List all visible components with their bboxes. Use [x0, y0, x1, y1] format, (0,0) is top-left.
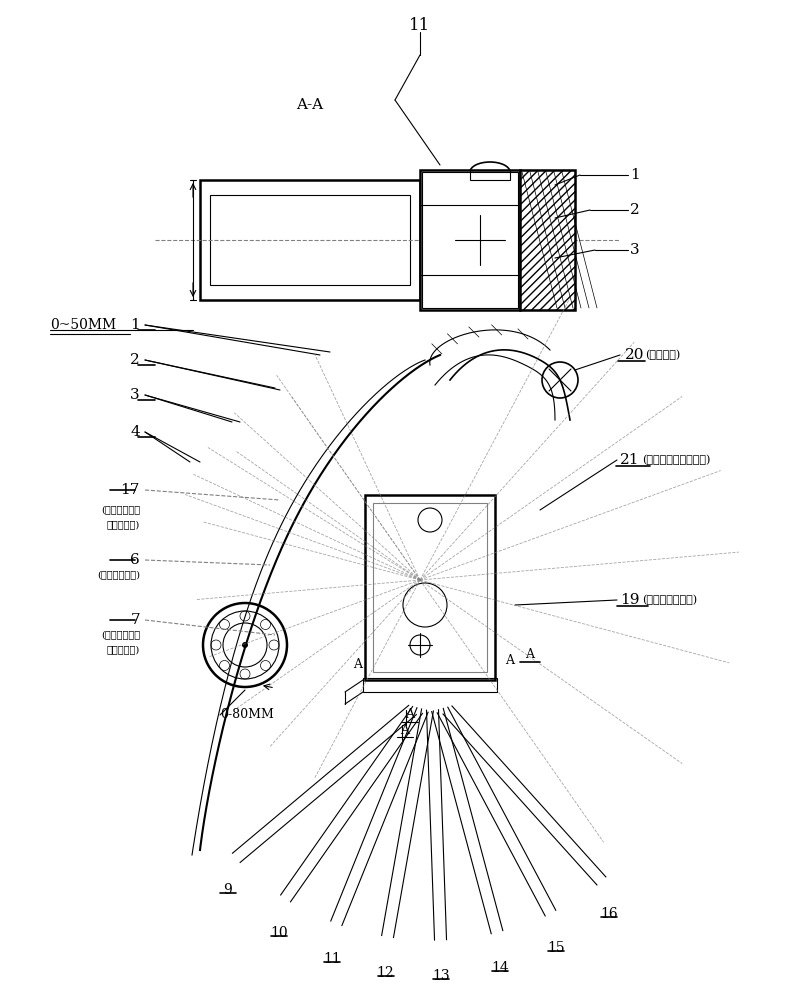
Bar	[520, 170, 575, 310]
Text: (刀刃交合开口处轴线): (刀刃交合开口处轴线)	[642, 455, 710, 465]
Text: 0-80MM: 0-80MM	[220, 708, 274, 722]
Text: (通用鋼切刀座: (通用鋼切刀座	[101, 506, 140, 514]
Text: A: A	[506, 654, 515, 666]
Text: 7: 7	[130, 613, 140, 627]
Text: A: A	[354, 658, 362, 672]
Text: A: A	[526, 648, 535, 662]
Bar	[200, 180, 420, 300]
Bar	[210, 195, 410, 285]
Text: 10: 10	[270, 926, 288, 940]
Text: (平行轴线): (平行轴线)	[645, 350, 680, 360]
Text: 1: 1	[130, 318, 140, 332]
Text: 13: 13	[432, 969, 450, 983]
Text: 20: 20	[625, 348, 645, 362]
Text: 14: 14	[491, 961, 509, 975]
Text: 2: 2	[630, 203, 640, 217]
Text: A: A	[405, 708, 414, 722]
Bar	[365, 495, 495, 680]
Text: 1: 1	[630, 168, 640, 182]
Text: A: A	[400, 724, 409, 736]
Text: 9: 9	[223, 883, 232, 897]
Text: (回位弹簧柱座: (回位弹簧柱座	[101, 631, 140, 640]
Text: 3: 3	[630, 243, 640, 257]
Bar	[420, 170, 520, 310]
Bar	[373, 503, 487, 672]
Text: (回位弹簧轴线): (回位弹簧轴线)	[97, 570, 140, 580]
Text: (刀刃交合开口处): (刀刃交合开口处)	[642, 595, 697, 605]
Text: 轴孔中轴线): 轴孔中轴线)	[107, 520, 140, 530]
Text: 12: 12	[377, 966, 394, 980]
Text: 3: 3	[130, 388, 140, 402]
Text: 6: 6	[130, 553, 140, 567]
Bar	[363, 678, 497, 692]
Text: 0~50MM: 0~50MM	[50, 318, 116, 332]
Text: 17: 17	[121, 483, 140, 497]
Text: 11: 11	[409, 16, 430, 33]
Circle shape	[475, 235, 485, 245]
Text: 11: 11	[323, 952, 341, 966]
Text: 19: 19	[620, 593, 639, 607]
Text: 4: 4	[130, 425, 140, 439]
Text: 开合用槽线): 开合用槽线)	[107, 646, 140, 654]
Text: 2: 2	[130, 353, 140, 367]
Text: 15: 15	[547, 941, 565, 955]
Text: A-A: A-A	[296, 98, 324, 112]
Bar	[470, 170, 510, 180]
Bar	[422, 172, 518, 308]
Bar	[520, 170, 575, 310]
Circle shape	[242, 642, 248, 648]
Text: 16: 16	[600, 907, 618, 921]
Text: 21: 21	[620, 453, 639, 467]
